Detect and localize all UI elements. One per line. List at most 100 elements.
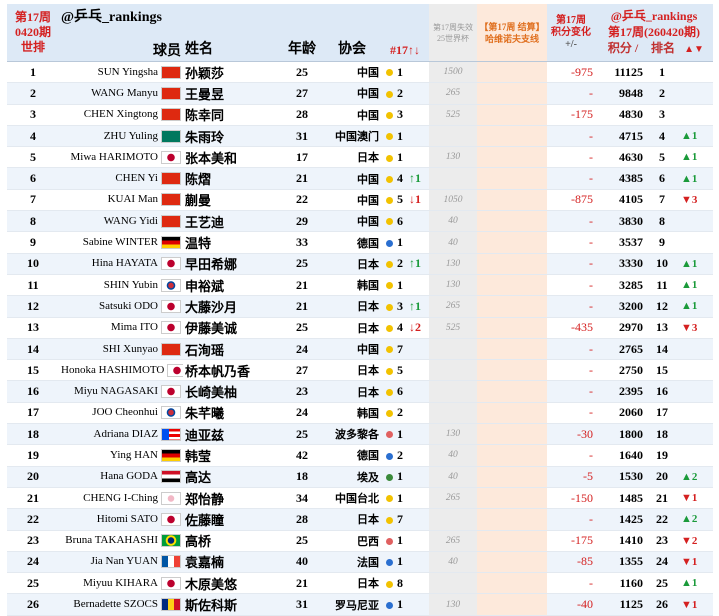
cell: 1410 — [595, 530, 645, 552]
flag — [161, 65, 181, 79]
cell: 8 — [381, 572, 429, 595]
flag — [161, 491, 181, 505]
cell: 25 — [281, 530, 323, 552]
cell: 1 — [381, 487, 429, 510]
cell: 温特 — [183, 231, 281, 254]
dot — [386, 431, 393, 439]
player-name: WANG Yidi — [103, 214, 158, 227]
cell: 4 ↑1 — [381, 167, 429, 190]
player-name: Miyu NAGASAKI — [73, 385, 158, 398]
cell: 21 — [281, 295, 323, 318]
cell: 中国 — [323, 210, 381, 233]
cell: 9848 — [595, 82, 645, 105]
cell: 23 — [7, 530, 59, 552]
cell: 王艺迪 — [183, 210, 281, 233]
dot — [386, 452, 393, 460]
cell: 3330 — [595, 253, 645, 275]
cell: 21 — [281, 167, 323, 190]
cell: 3285 — [595, 274, 645, 297]
cell: 中国台北 — [323, 487, 381, 510]
player-name: ZHU Yuling — [103, 129, 158, 142]
cell: 长崎美柚 — [183, 380, 281, 403]
cell: - — [547, 274, 595, 297]
cell: 郑怡静 — [183, 487, 281, 510]
cell: 24 — [281, 402, 323, 425]
cell: 3200 — [595, 295, 645, 318]
cell: 6 — [381, 210, 429, 233]
cell: 2 — [381, 82, 429, 105]
cell: 130 — [429, 274, 477, 297]
cell: 1 — [381, 593, 429, 616]
cell: 张本美和 — [183, 146, 281, 169]
col-assoc: 协会 — [323, 4, 381, 62]
dot — [386, 111, 393, 119]
flag — [161, 214, 181, 228]
cell: SHI Xunyao — [59, 338, 183, 361]
col-name: 姓名 — [183, 4, 281, 62]
cell: 24 — [7, 551, 59, 574]
assoc-rank: 8 — [397, 575, 403, 590]
assoc-move: ↓2 — [409, 320, 421, 335]
assoc-rank: 2 — [397, 447, 403, 462]
cell: 2 ↑1 — [381, 253, 429, 275]
col-points: 积分 / — [607, 40, 639, 55]
dot — [386, 516, 393, 524]
player-name: Hina HAYATA — [91, 257, 158, 270]
assoc-rank: 1 — [397, 128, 403, 143]
cell: 1 — [381, 423, 429, 446]
cell: ▲1 — [679, 253, 713, 275]
cell: WANG Yidi — [59, 210, 183, 233]
row: 3 CHEN Xingtong 陈幸同 28 中国 3 525 -175 4830 3 — [7, 104, 713, 126]
cell: Mima ITO — [59, 317, 183, 339]
cell — [477, 61, 547, 84]
cell — [477, 359, 547, 382]
assoc-rank: 1 — [397, 277, 403, 292]
cell — [477, 146, 547, 169]
player-name: Miyuu KIHARA — [83, 576, 158, 589]
cell: ▲1 — [679, 274, 713, 297]
row: 2 WANG Manyu 王曼昱 27 中国 2 265-9848 2 — [7, 82, 713, 105]
cell: 265 — [429, 82, 477, 105]
cell: - — [547, 125, 595, 148]
cell: -85 — [547, 551, 595, 574]
cell: 2970 — [595, 317, 645, 339]
cell: - — [547, 295, 595, 318]
dot — [386, 388, 393, 396]
row: 16 Miyu NAGASAKI 长崎美柚 23 日本 6-2395 16 — [7, 380, 713, 403]
cell: 王曼昱 — [183, 82, 281, 105]
col-player: 球员 — [153, 44, 181, 59]
cell: 8 — [645, 210, 679, 233]
cell: 2765 — [595, 338, 645, 361]
player-name: Hana GODA — [100, 470, 158, 483]
row: 11 SHIN Yubin 申裕斌 21 韩国 1 130-3285 11 ▲1 — [7, 274, 713, 297]
cell: 德国 — [323, 231, 381, 254]
cell: Hina HAYATA — [59, 253, 183, 275]
cell: -5 — [547, 466, 595, 488]
flag — [161, 86, 181, 100]
points-header: @乒乓_rankings 第17周(260420期) 积分 / 排名 ▲▼ — [595, 4, 713, 62]
dot — [386, 90, 393, 98]
cell — [429, 380, 477, 403]
cell: 12 — [645, 295, 679, 318]
row: 21 CHENG I-Ching 郑怡静 34 中国台北 1 265 -150 1485 21 ▼1 — [7, 487, 713, 510]
cell: 4 — [7, 125, 59, 148]
cell: Miwa HARIMOTO — [59, 146, 183, 169]
row: 6 CHEN Yi 陈熠 21 中国 4 ↑1-4385 6 ▲1 — [7, 167, 713, 190]
cell: -40 — [547, 593, 595, 616]
cell: 25 — [281, 253, 323, 275]
cell: 陈熠 — [183, 167, 281, 190]
cell: 3 — [7, 104, 59, 126]
cell: Miyuu KIHARA — [59, 572, 183, 595]
assoc-rank: 1 — [397, 490, 403, 505]
assoc-rank: 7 — [397, 341, 403, 356]
flag — [161, 448, 181, 462]
cell: 6 — [7, 167, 59, 190]
cell: 20 — [645, 466, 679, 488]
cell — [477, 231, 547, 254]
cell: 22 — [7, 508, 59, 531]
cell: CHEN Yi — [59, 167, 183, 190]
cell: Hana GODA — [59, 466, 183, 488]
cell: 高达 — [183, 466, 281, 488]
dot — [386, 324, 393, 332]
dot — [386, 175, 393, 183]
